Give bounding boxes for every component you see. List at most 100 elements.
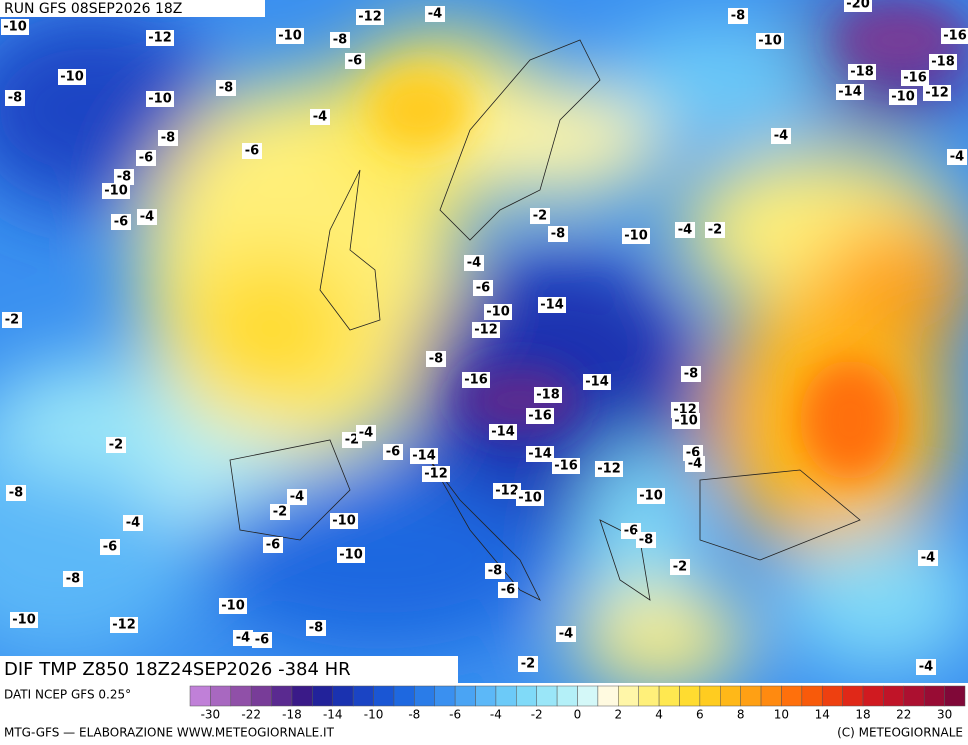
contour-label-bg xyxy=(242,143,262,159)
contour-label-bg xyxy=(756,33,784,49)
contour-label-bg xyxy=(2,312,22,328)
contour-label-text: -4 xyxy=(950,150,964,165)
contour-label-text: -4 xyxy=(313,110,327,125)
contour-label-text: -16 xyxy=(554,459,578,474)
colorbar-swatch xyxy=(658,685,680,707)
contour-label: -4 xyxy=(464,255,484,271)
contour-label-bg xyxy=(102,183,130,199)
contour-label-bg xyxy=(637,488,665,504)
contour-label-bg xyxy=(485,563,505,579)
colorbar-label: -30 xyxy=(201,708,221,722)
contour-label: -18 xyxy=(929,54,957,70)
contour-label-text: -10 xyxy=(60,70,84,85)
contour-label-text: -8 xyxy=(333,33,347,48)
temperature-field xyxy=(0,0,968,683)
colorbar-swatch xyxy=(332,685,354,707)
contour-label-text: -10 xyxy=(639,489,663,504)
contour-label-text: -8 xyxy=(429,352,443,367)
contour-label: -6 xyxy=(383,444,403,460)
contour-label-text: -10 xyxy=(891,90,915,105)
contour-label: -10 xyxy=(1,19,29,35)
contour-label-text: -4 xyxy=(688,457,702,472)
contour-label: -10 xyxy=(622,228,650,244)
contour-label-text: -14 xyxy=(540,298,564,313)
contour-label: -8 xyxy=(6,485,26,501)
contour-label-bg xyxy=(472,322,500,338)
contour-label-bg xyxy=(137,209,157,225)
colorbar-swatch xyxy=(577,685,599,707)
contour-label: -2 xyxy=(106,437,126,453)
contour-label-bg xyxy=(270,504,290,520)
contour-label: -4 xyxy=(918,550,938,566)
contour-label-bg xyxy=(345,53,365,69)
contour-label: -8 xyxy=(306,620,326,636)
contour-label: -6 xyxy=(242,143,262,159)
contour-label-bg xyxy=(844,0,872,12)
contour-label-text: -8 xyxy=(117,170,131,185)
contour-label: -12 xyxy=(923,85,951,101)
contour-label-text: -4 xyxy=(290,490,304,505)
contour-label-bg xyxy=(534,387,562,403)
contour-label-text: -6 xyxy=(476,281,490,296)
contour-label-text: -6 xyxy=(386,445,400,460)
contour-label-text: -10 xyxy=(148,92,172,107)
contour-label: -16 xyxy=(462,372,490,388)
colorbar-label: 4 xyxy=(655,708,663,722)
colorbar-label: -14 xyxy=(323,708,343,722)
contour-label-text: -8 xyxy=(684,367,698,382)
contour-label: -10 xyxy=(337,547,365,563)
contour-label-bg xyxy=(672,413,700,429)
contour-label: -12 xyxy=(472,322,500,338)
contour-label-bg xyxy=(595,461,623,477)
contour-label: -6 xyxy=(473,280,493,296)
contour-label: -10 xyxy=(58,69,86,85)
contour-label: -14 xyxy=(538,297,566,313)
colorbar-label: -6 xyxy=(449,708,461,722)
contour-label-text: -12 xyxy=(358,10,382,25)
contour-label-text: -14 xyxy=(838,85,862,100)
colorbar-swatch xyxy=(454,685,476,707)
contour-label: -10 xyxy=(756,33,784,49)
colorbar-label: 18 xyxy=(855,708,870,722)
contour-label: -10 xyxy=(484,304,512,320)
colorbar-swatch xyxy=(760,685,782,707)
contour-label-text: -6 xyxy=(255,633,269,648)
contour-labels: -12 -4 -8-20-16-10-12 -10 -8-6-10-18-10-8-18… xyxy=(1,0,968,675)
contour-label-text: -10 xyxy=(674,414,698,429)
contour-label-bg xyxy=(901,70,929,86)
colorbar-swatch xyxy=(414,685,435,707)
colorbar-label: 8 xyxy=(737,708,745,722)
contour-label-bg xyxy=(516,490,544,506)
contour-label: -4 xyxy=(137,209,157,225)
colorbar-swatch xyxy=(679,685,701,707)
contour-label: -4 xyxy=(947,149,967,165)
contour-label-text: -14 xyxy=(528,447,552,462)
contour-label: -12 xyxy=(356,9,384,25)
contour-label-text: -10 xyxy=(624,229,648,244)
contour-label-bg xyxy=(100,539,120,555)
contour-label-text: -4 xyxy=(921,551,935,566)
contour-label-text: -12 xyxy=(925,86,949,101)
contour-label-bg xyxy=(425,6,445,22)
contour-label: -14 xyxy=(583,374,611,390)
contour-label-text: -14 xyxy=(585,375,609,390)
contour-label-text: -6 xyxy=(245,144,259,159)
contour-label-bg xyxy=(263,537,283,553)
contour-label-text: -8 xyxy=(551,227,565,242)
contour-label-text: -2 xyxy=(533,209,547,224)
contour-label-bg xyxy=(947,149,967,165)
contour-label: -10 xyxy=(637,488,665,504)
contour-label-text: -4 xyxy=(359,426,373,441)
contour-label: -14 xyxy=(489,424,517,440)
contour-label-bg xyxy=(923,85,951,101)
contour-label-text: -10 xyxy=(104,184,128,199)
contour-label-bg xyxy=(58,69,86,85)
contour-label-bg xyxy=(110,617,138,633)
contour-label: -8 xyxy=(426,351,446,367)
contour-label-text: -10 xyxy=(339,548,363,563)
contour-label-text: -10 xyxy=(758,34,782,49)
colorbar-swatch xyxy=(720,685,741,707)
colorbar-swatch xyxy=(250,685,272,707)
contour-label-text: -6 xyxy=(501,583,515,598)
